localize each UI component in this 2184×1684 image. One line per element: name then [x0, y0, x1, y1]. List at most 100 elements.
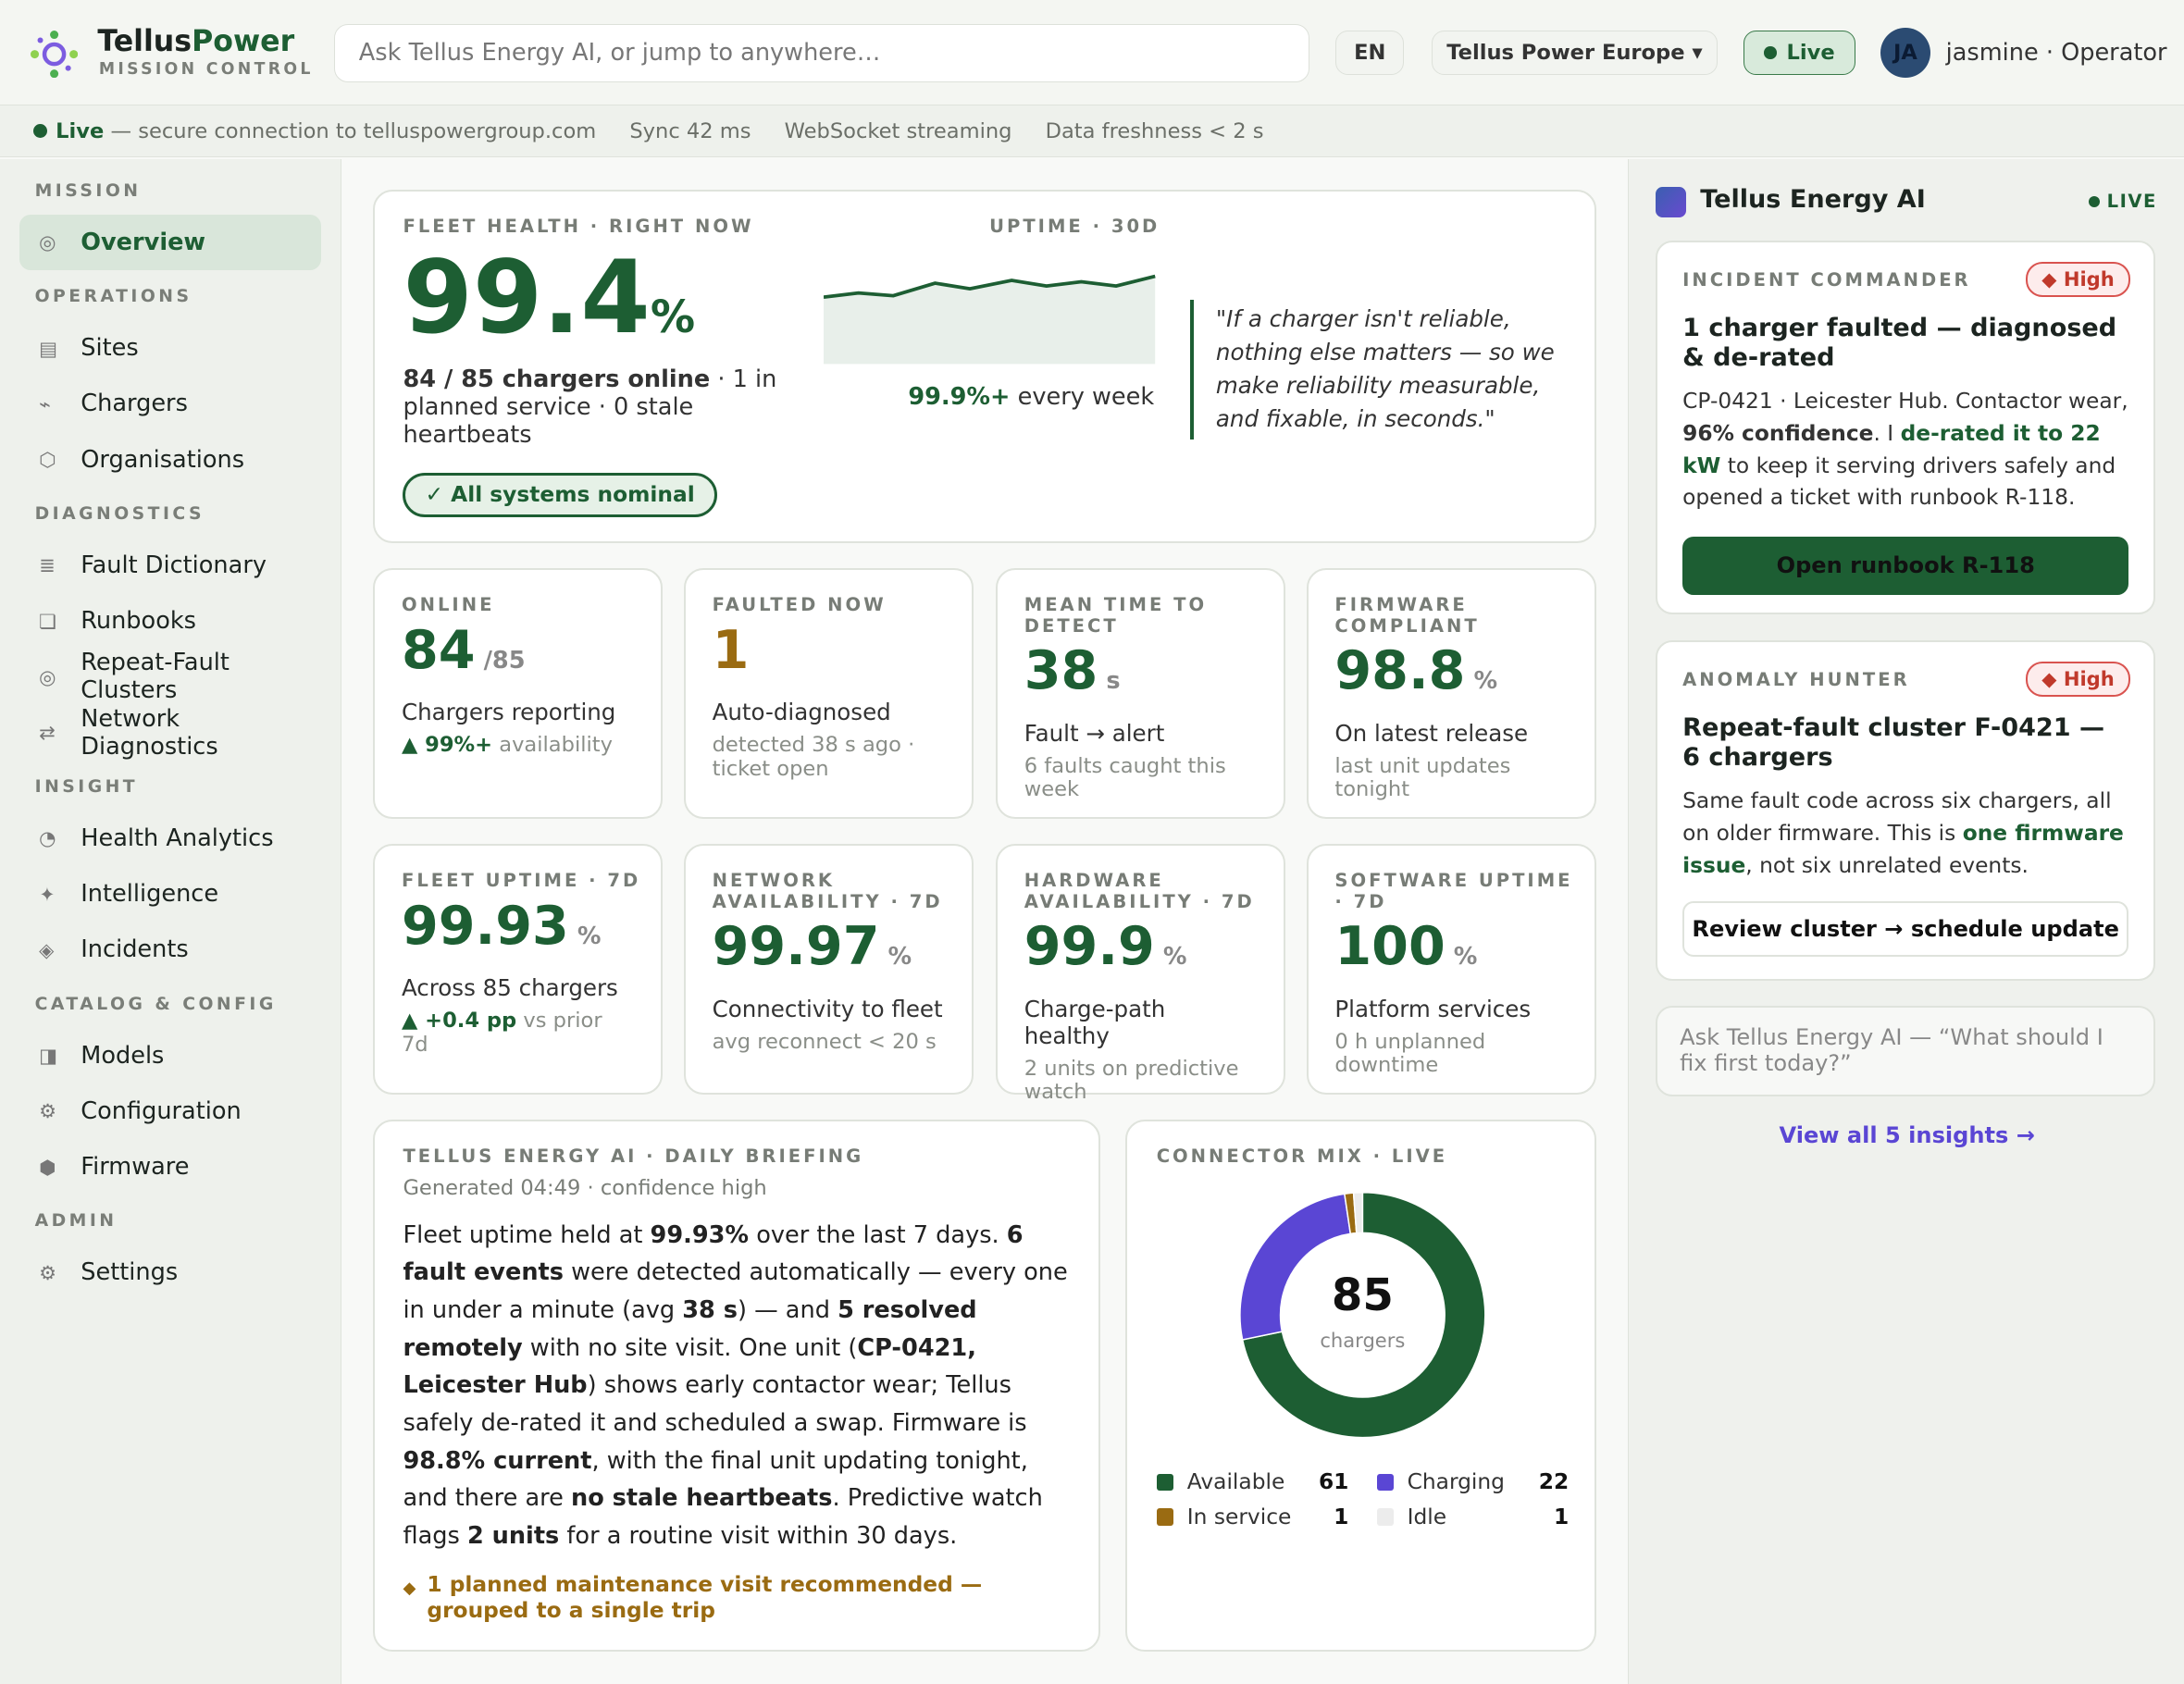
kpi-note: 2 units on predictive watch — [1024, 1056, 1258, 1105]
briefing-card: TELLUS ENERGY AI · DAILY BRIEFING Generat… — [373, 1120, 1101, 1653]
search-box[interactable]: Ask Tellus Energy AI, or jump to anywher… — [334, 23, 1309, 82]
text-segment: 5 resolved remotely — [403, 1296, 977, 1362]
legend-name: Charging — [1407, 1469, 1505, 1495]
kpi-note: detected 38 s ago · ticket open — [713, 733, 946, 781]
nav-label: Sites — [81, 334, 139, 363]
nav-label: Configuration — [81, 1096, 242, 1125]
text-segment: Live — [56, 118, 105, 143]
text-segment: 96% confidence — [1682, 421, 1874, 446]
kpi-label: FLEET UPTIME · 7D — [401, 870, 641, 892]
connector-mix-card: 85 chargers CONNECTOR MIX · LIVE Available… — [1125, 1120, 1596, 1653]
legend-entry: Available 61 — [1156, 1469, 1348, 1494]
nav-item[interactable]: ≣ Fault Dictionary — [19, 538, 321, 593]
kpi-card: HARDWARE AVAILABILITY · 7D 99.9% Charge-pa… — [996, 844, 1286, 1104]
kpi-label: ONLINE — [401, 594, 495, 616]
assistant-icon — [1656, 186, 1687, 217]
text-segment: 6 faults caught this week — [1024, 753, 1226, 802]
kpi-card: FLEET UPTIME · 7D 99.93% Across 85 charger… — [373, 844, 664, 1095]
brand: TellusPower — [97, 25, 294, 58]
unit: % — [1453, 943, 1478, 972]
text-segment: de-rated it to 22 kW — [1682, 421, 2101, 478]
text-segment: 2 units on predictive watch — [1024, 1056, 1239, 1105]
insight-body: CP-0421 · Leicester Hub. Contactor wear,… — [1682, 386, 2128, 514]
kpi-value: 99.93% — [402, 895, 635, 969]
insight-button[interactable]: Review cluster → schedule update — [1682, 901, 2129, 958]
insight-button[interactable]: Open runbook R-118 — [1682, 536, 2129, 596]
nav-label: Intelligence — [81, 880, 219, 909]
nav-item[interactable]: ◨ Models — [19, 1028, 321, 1083]
donut-segment — [1241, 1192, 1486, 1439]
kpi-note: 0 h unplanned downtime — [1334, 1030, 1568, 1078]
briefing-meta: Generated 04:49 · confidence high — [403, 1175, 767, 1200]
briefing-body: Fleet uptime held at 99.93% over the las… — [403, 1217, 1070, 1555]
nav-item[interactable]: ❏ Runbooks — [19, 593, 321, 649]
insight-role: ANOMALY HUNTER — [1682, 669, 1910, 691]
unit: % — [577, 922, 602, 950]
nav-item[interactable]: ⬡ Organisations — [19, 432, 321, 488]
nav-item[interactable]: ◔ Health Analytics — [19, 811, 321, 866]
donut-total: 85 — [1332, 1269, 1394, 1321]
ask-box[interactable]: Ask Tellus Energy AI — “What should I fi… — [1656, 1005, 2156, 1096]
kpi-note: last unit updates tonight — [1334, 754, 1568, 802]
text-segment: ) shows early contactor wear; Tellus saf… — [403, 1371, 1027, 1438]
live-connection: Live — secure connection to telluspowerg… — [56, 119, 596, 143]
unit: % — [650, 291, 696, 343]
uptime-sparkline — [824, 274, 1156, 365]
nav-item[interactable]: ◎ Repeat-Fault Clusters — [19, 649, 321, 704]
severity-badge: ◆ High — [2026, 662, 2130, 697]
kpi-label: HARDWARE AVAILABILITY · 7D — [1024, 870, 1255, 912]
text-segment: over the last 7 days. — [749, 1220, 1007, 1249]
sidebar: MISSION ◎ Overview OPERATIONS ▤ Sites ⌁ Charger… — [0, 158, 341, 1684]
nav-item[interactable]: ⚙ Configuration — [19, 1083, 321, 1139]
text-segment: 6 fault events — [403, 1220, 1024, 1287]
value: 100 — [1334, 916, 1446, 978]
kpi-value: 1 — [713, 619, 946, 693]
nav-label: Repeat-Fault Clusters — [81, 649, 230, 705]
text-segment: with no site visit. One unit ( — [522, 1333, 858, 1362]
live-pill[interactable]: Live — [1743, 31, 1855, 76]
nav-item[interactable]: ⇄ Network Diagnostics — [19, 705, 321, 761]
nav-icon: ⬡ — [39, 448, 56, 472]
nav-item[interactable]: ▤ Sites — [19, 320, 321, 376]
legend-value: 22 — [1538, 1469, 1570, 1495]
nav-icon: ⇄ — [39, 721, 56, 745]
text-segment: avg reconnect < 20 s — [712, 1029, 937, 1054]
kpi-value: 99.97% — [713, 915, 946, 989]
nav-item[interactable]: ⬢ Firmware — [19, 1139, 321, 1195]
kpi-card: ONLINE 84/85 Chargers reporting ▲ 99%+ avai… — [373, 568, 664, 819]
text-segment: Same fault code across six chargers, all… — [1682, 788, 2112, 846]
insight-role: INCIDENT COMMANDER — [1682, 269, 1971, 291]
text-segment: . Predictive watch flags — [403, 1484, 1043, 1550]
text-segment: — secure connection to telluspowergroup.… — [104, 118, 597, 143]
nav-item[interactable]: ⚙ Settings — [19, 1244, 321, 1300]
language-button[interactable]: EN — [1335, 31, 1405, 76]
kpi-note: ▲ 99%+ availability — [402, 733, 635, 758]
nav-item[interactable]: ⌁ Chargers — [19, 376, 321, 431]
nav-label: Health Analytics — [81, 823, 274, 852]
nav-item[interactable]: ◈ Incidents — [19, 922, 321, 977]
text-segment: CP-0421 · Leicester Hub. Contactor wear, — [1682, 389, 2128, 415]
insights-link[interactable]: View all 5 insights → — [1779, 1122, 2035, 1149]
live-dot — [33, 124, 48, 139]
section-title: ADMIN — [34, 1211, 118, 1232]
nav-label: Organisations — [81, 445, 245, 474]
text-segment: , with the final unit updating tonight, … — [403, 1446, 1028, 1513]
value: 1 — [712, 619, 750, 681]
donut-segment — [1352, 1192, 1364, 1234]
nav-label: Fault Dictionary — [81, 551, 267, 579]
kpi-description: Platform services — [1334, 995, 1532, 1022]
nav-item[interactable]: ◎ Overview — [19, 214, 321, 270]
org-selector[interactable]: Tellus Power Europe ▾ — [1432, 31, 1718, 76]
nav-label: Settings — [81, 1258, 179, 1287]
status-badge: ✓ All systems nominal — [403, 472, 717, 517]
nav-icon: ▤ — [39, 336, 58, 360]
nav-icon: ◎ — [39, 664, 56, 688]
status-item: WebSocket streaming — [784, 118, 1012, 143]
status-bar: Live — secure connection to telluspowerg… — [0, 105, 2184, 158]
nav-item[interactable]: ✦ Intelligence — [19, 866, 321, 922]
unit: s — [1106, 667, 1121, 696]
kpi-label: FAULTED NOW — [712, 594, 887, 616]
nav-label: Runbooks — [81, 607, 196, 636]
legend-entry: Charging 22 — [1376, 1469, 1570, 1495]
